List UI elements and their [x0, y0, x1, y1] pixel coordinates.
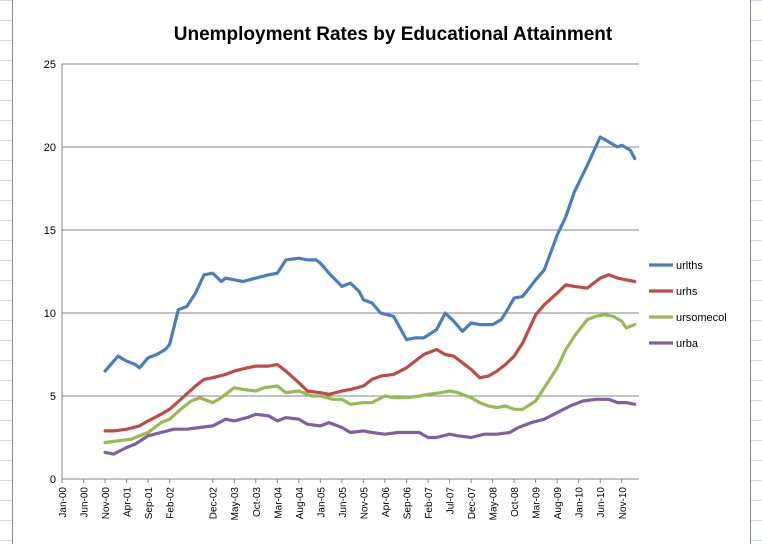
x-tick-label: Aug-04 [295, 487, 306, 520]
y-tick-label: 15 [44, 225, 56, 237]
series-line-urba [103, 397, 637, 456]
chart-area[interactable]: Unemployment Rates by Educational Attain… [12, 0, 751, 544]
y-tick-label: 10 [44, 308, 56, 320]
series-line-urhs [103, 273, 637, 433]
y-tick-label: 5 [50, 391, 56, 403]
y-tick-label: 0 [50, 474, 56, 486]
x-tick-label: Jul-07 [446, 487, 457, 515]
y-tick-label: 20 [44, 142, 56, 154]
x-tick-label: Feb-07 [424, 487, 435, 519]
x-tick-label: Sep-01 [144, 487, 155, 520]
chart-title: Unemployment Rates by Educational Attain… [174, 24, 613, 45]
x-tick-label: Feb-02 [166, 487, 177, 519]
x-tick-label: Sep-06 [402, 487, 413, 520]
x-tick-label: Oct-03 [252, 487, 263, 517]
x-tick-label: May-08 [489, 487, 500, 521]
y-tick-label: 25 [44, 59, 56, 71]
legend-label-urba: urba [676, 338, 699, 350]
x-tick-label: Nov-10 [618, 487, 629, 520]
line-chart: Unemployment Rates by Educational Attain… [44, 24, 727, 520]
x-tick-label: Jan-10 [575, 487, 586, 518]
x-tick-label: Jan-05 [316, 487, 327, 518]
x-tick-label: May-03 [230, 487, 241, 521]
x-tick-label: Jun-00 [80, 487, 91, 518]
x-tick-label: Oct-08 [510, 487, 521, 517]
series-line-urlths [103, 135, 637, 373]
x-tick-label: Apr-01 [123, 487, 134, 517]
series-line-ursomecol [103, 313, 637, 445]
x-tick-label: Aug-09 [553, 487, 564, 520]
x-tick-label: Nov-00 [101, 487, 112, 520]
legend-label-urlths: urlths [676, 260, 703, 272]
axes: 0 5 10 15 20 25 Jan-00 Jun-00 Nov-00 Apr-01 Sep-01… [44, 59, 639, 520]
x-tick-label: Jun-10 [596, 487, 607, 518]
x-tick-label: Mar-04 [273, 487, 284, 519]
x-tick-label: Nov-05 [359, 487, 370, 520]
legend: urlths urhs ursomecol urba [649, 260, 727, 350]
legend-label-urhs: urhs [676, 286, 698, 298]
series-layer [103, 135, 637, 456]
x-tick-label: Jan-00 [58, 487, 69, 518]
x-tick-label: Dec-07 [467, 487, 478, 520]
x-tick-label: Jun-05 [338, 487, 349, 518]
x-tick-label: Apr-06 [381, 487, 392, 517]
gridlines [62, 63, 639, 397]
x-tick-label: Dec-02 [209, 487, 220, 520]
x-tick-label: Mar-09 [532, 487, 543, 519]
legend-label-ursomecol: ursomecol [676, 312, 727, 324]
